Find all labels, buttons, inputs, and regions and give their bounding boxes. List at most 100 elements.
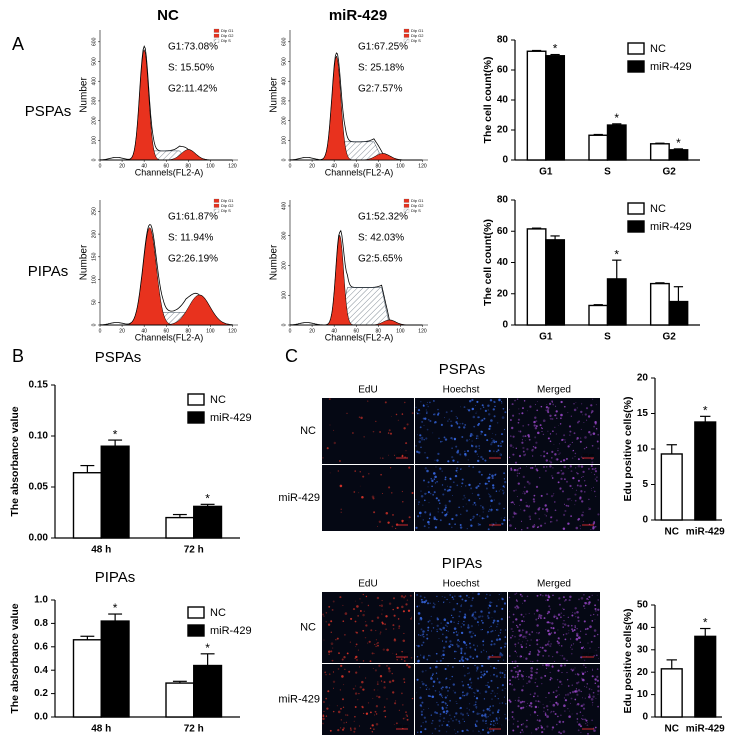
cell — [448, 523, 451, 526]
scale-bar-label: 100 μm — [582, 724, 594, 728]
cell — [455, 718, 458, 721]
cell — [533, 500, 536, 503]
cell — [545, 667, 548, 669]
cell — [362, 660, 365, 662]
cell — [546, 665, 548, 667]
cell — [482, 719, 485, 722]
cell — [470, 681, 473, 684]
y-tick-label: 15 — [637, 408, 649, 419]
cell — [537, 714, 539, 716]
cell — [477, 677, 480, 680]
x-tick-label: miR-429 — [686, 527, 725, 538]
cycle-stat: G1:52.32% — [358, 212, 408, 223]
cell — [574, 504, 576, 506]
cell — [524, 440, 526, 441]
cell — [582, 697, 583, 699]
bar — [649, 282, 670, 326]
cell — [487, 616, 490, 620]
cell — [420, 710, 423, 713]
cell — [570, 515, 572, 517]
cell — [545, 459, 548, 462]
cell — [536, 632, 538, 634]
cell — [416, 605, 419, 608]
cell — [423, 709, 425, 711]
cell — [557, 614, 559, 616]
cell — [565, 632, 568, 635]
cell — [519, 629, 521, 631]
legend-label: miR-429 — [650, 221, 692, 233]
cell — [497, 623, 499, 625]
cell — [437, 679, 439, 680]
x-tick-label: 100 — [206, 163, 215, 169]
y-tick-label: 40 — [497, 95, 509, 106]
cell — [468, 465, 470, 467]
cell — [520, 655, 523, 658]
cell — [537, 650, 541, 654]
cell — [402, 610, 405, 613]
cell — [565, 504, 568, 507]
cell — [498, 502, 501, 505]
cell — [443, 508, 447, 511]
cell — [419, 595, 422, 598]
scale-bar-label: 100 μm — [489, 724, 501, 728]
cell — [325, 697, 328, 700]
cell — [389, 467, 392, 469]
cell — [492, 720, 495, 723]
cell — [352, 608, 356, 611]
cell — [590, 698, 594, 701]
cell — [511, 711, 514, 714]
cell — [511, 684, 513, 686]
y-tick-label: 500 — [281, 57, 287, 66]
cell — [545, 466, 548, 468]
cell — [597, 685, 600, 688]
cell — [586, 722, 588, 724]
cell — [344, 668, 346, 670]
cell — [456, 633, 459, 637]
cell — [509, 636, 512, 639]
cell — [476, 400, 479, 403]
cell — [341, 675, 344, 678]
cell — [488, 707, 490, 709]
cell — [576, 472, 578, 474]
cell — [463, 674, 466, 677]
cell — [549, 701, 551, 703]
cell — [596, 440, 599, 443]
cell — [518, 413, 521, 415]
cell — [422, 682, 425, 686]
cell — [539, 701, 541, 703]
cell — [339, 689, 342, 691]
cell — [394, 454, 395, 456]
cell — [404, 717, 406, 719]
cell — [552, 656, 554, 658]
cell — [490, 643, 493, 646]
cell — [455, 416, 457, 418]
cell — [361, 602, 363, 604]
cell — [528, 676, 530, 678]
cell — [596, 679, 600, 682]
cell — [489, 495, 492, 498]
cell — [510, 669, 513, 672]
cell — [500, 629, 502, 631]
cell — [497, 659, 500, 662]
cell — [395, 413, 398, 416]
cell — [435, 497, 438, 500]
cell — [508, 616, 511, 618]
cell — [518, 629, 521, 632]
cell — [467, 683, 470, 686]
y-axis-label: Number — [79, 244, 90, 280]
y-tick-label: 40 — [637, 622, 649, 633]
cell — [531, 455, 534, 457]
y-tick-label: 80 — [497, 195, 509, 206]
cell — [465, 693, 468, 697]
cell — [563, 704, 566, 707]
cell — [583, 447, 586, 450]
cell — [514, 666, 516, 669]
cell — [556, 458, 559, 461]
cell — [423, 600, 426, 604]
cell — [499, 676, 502, 678]
cell — [449, 601, 451, 603]
cell — [458, 595, 460, 597]
cell — [480, 505, 482, 507]
cell — [592, 521, 596, 524]
cell — [378, 664, 381, 667]
